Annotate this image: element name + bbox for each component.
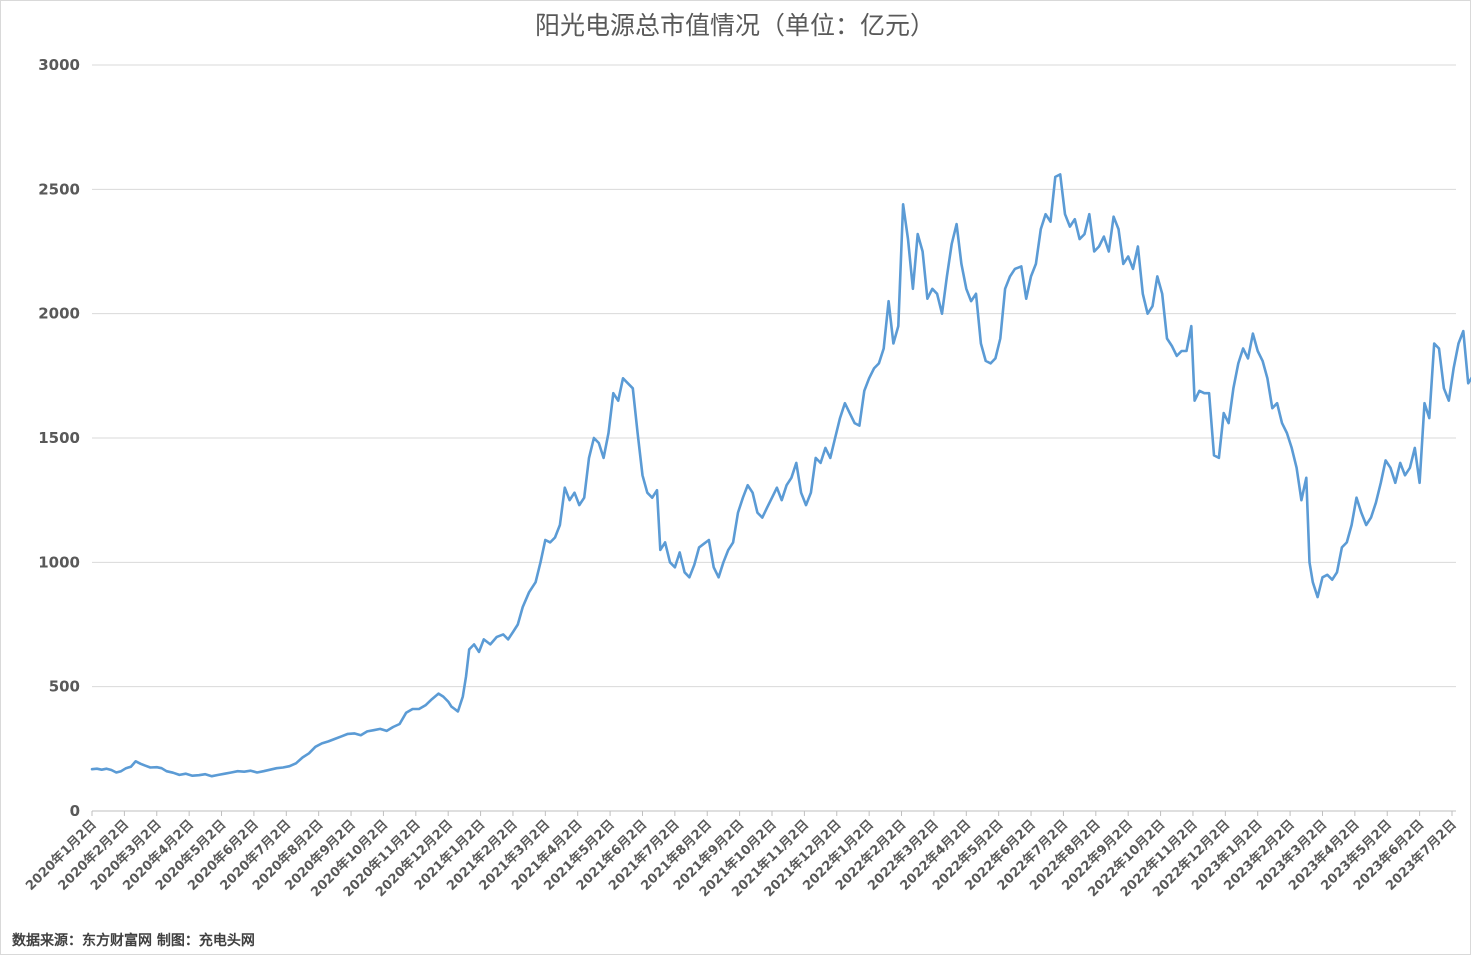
- chart-title: 阳光电源总市值情况（单位：亿元）: [535, 11, 935, 40]
- source-note: 数据来源：东方财富网 制图：充电头网: [12, 932, 255, 949]
- y-tick-label: 500: [49, 678, 80, 696]
- y-tick-label: 1500: [38, 429, 80, 447]
- x-axis: [91, 810, 1456, 816]
- y-tick-label: 3000: [38, 56, 80, 74]
- y-tick-label: 2000: [38, 305, 80, 323]
- y-tick-label: 0: [70, 802, 80, 820]
- y-axis-tick-labels: 0 500 1000 1500 2000 2500 3000: [38, 56, 80, 820]
- y-tick-label: 1000: [38, 553, 80, 571]
- gridlines: [92, 64, 1456, 688]
- y-tick-label: 2500: [38, 180, 80, 198]
- series-line-market-cap: [90, 173, 1471, 778]
